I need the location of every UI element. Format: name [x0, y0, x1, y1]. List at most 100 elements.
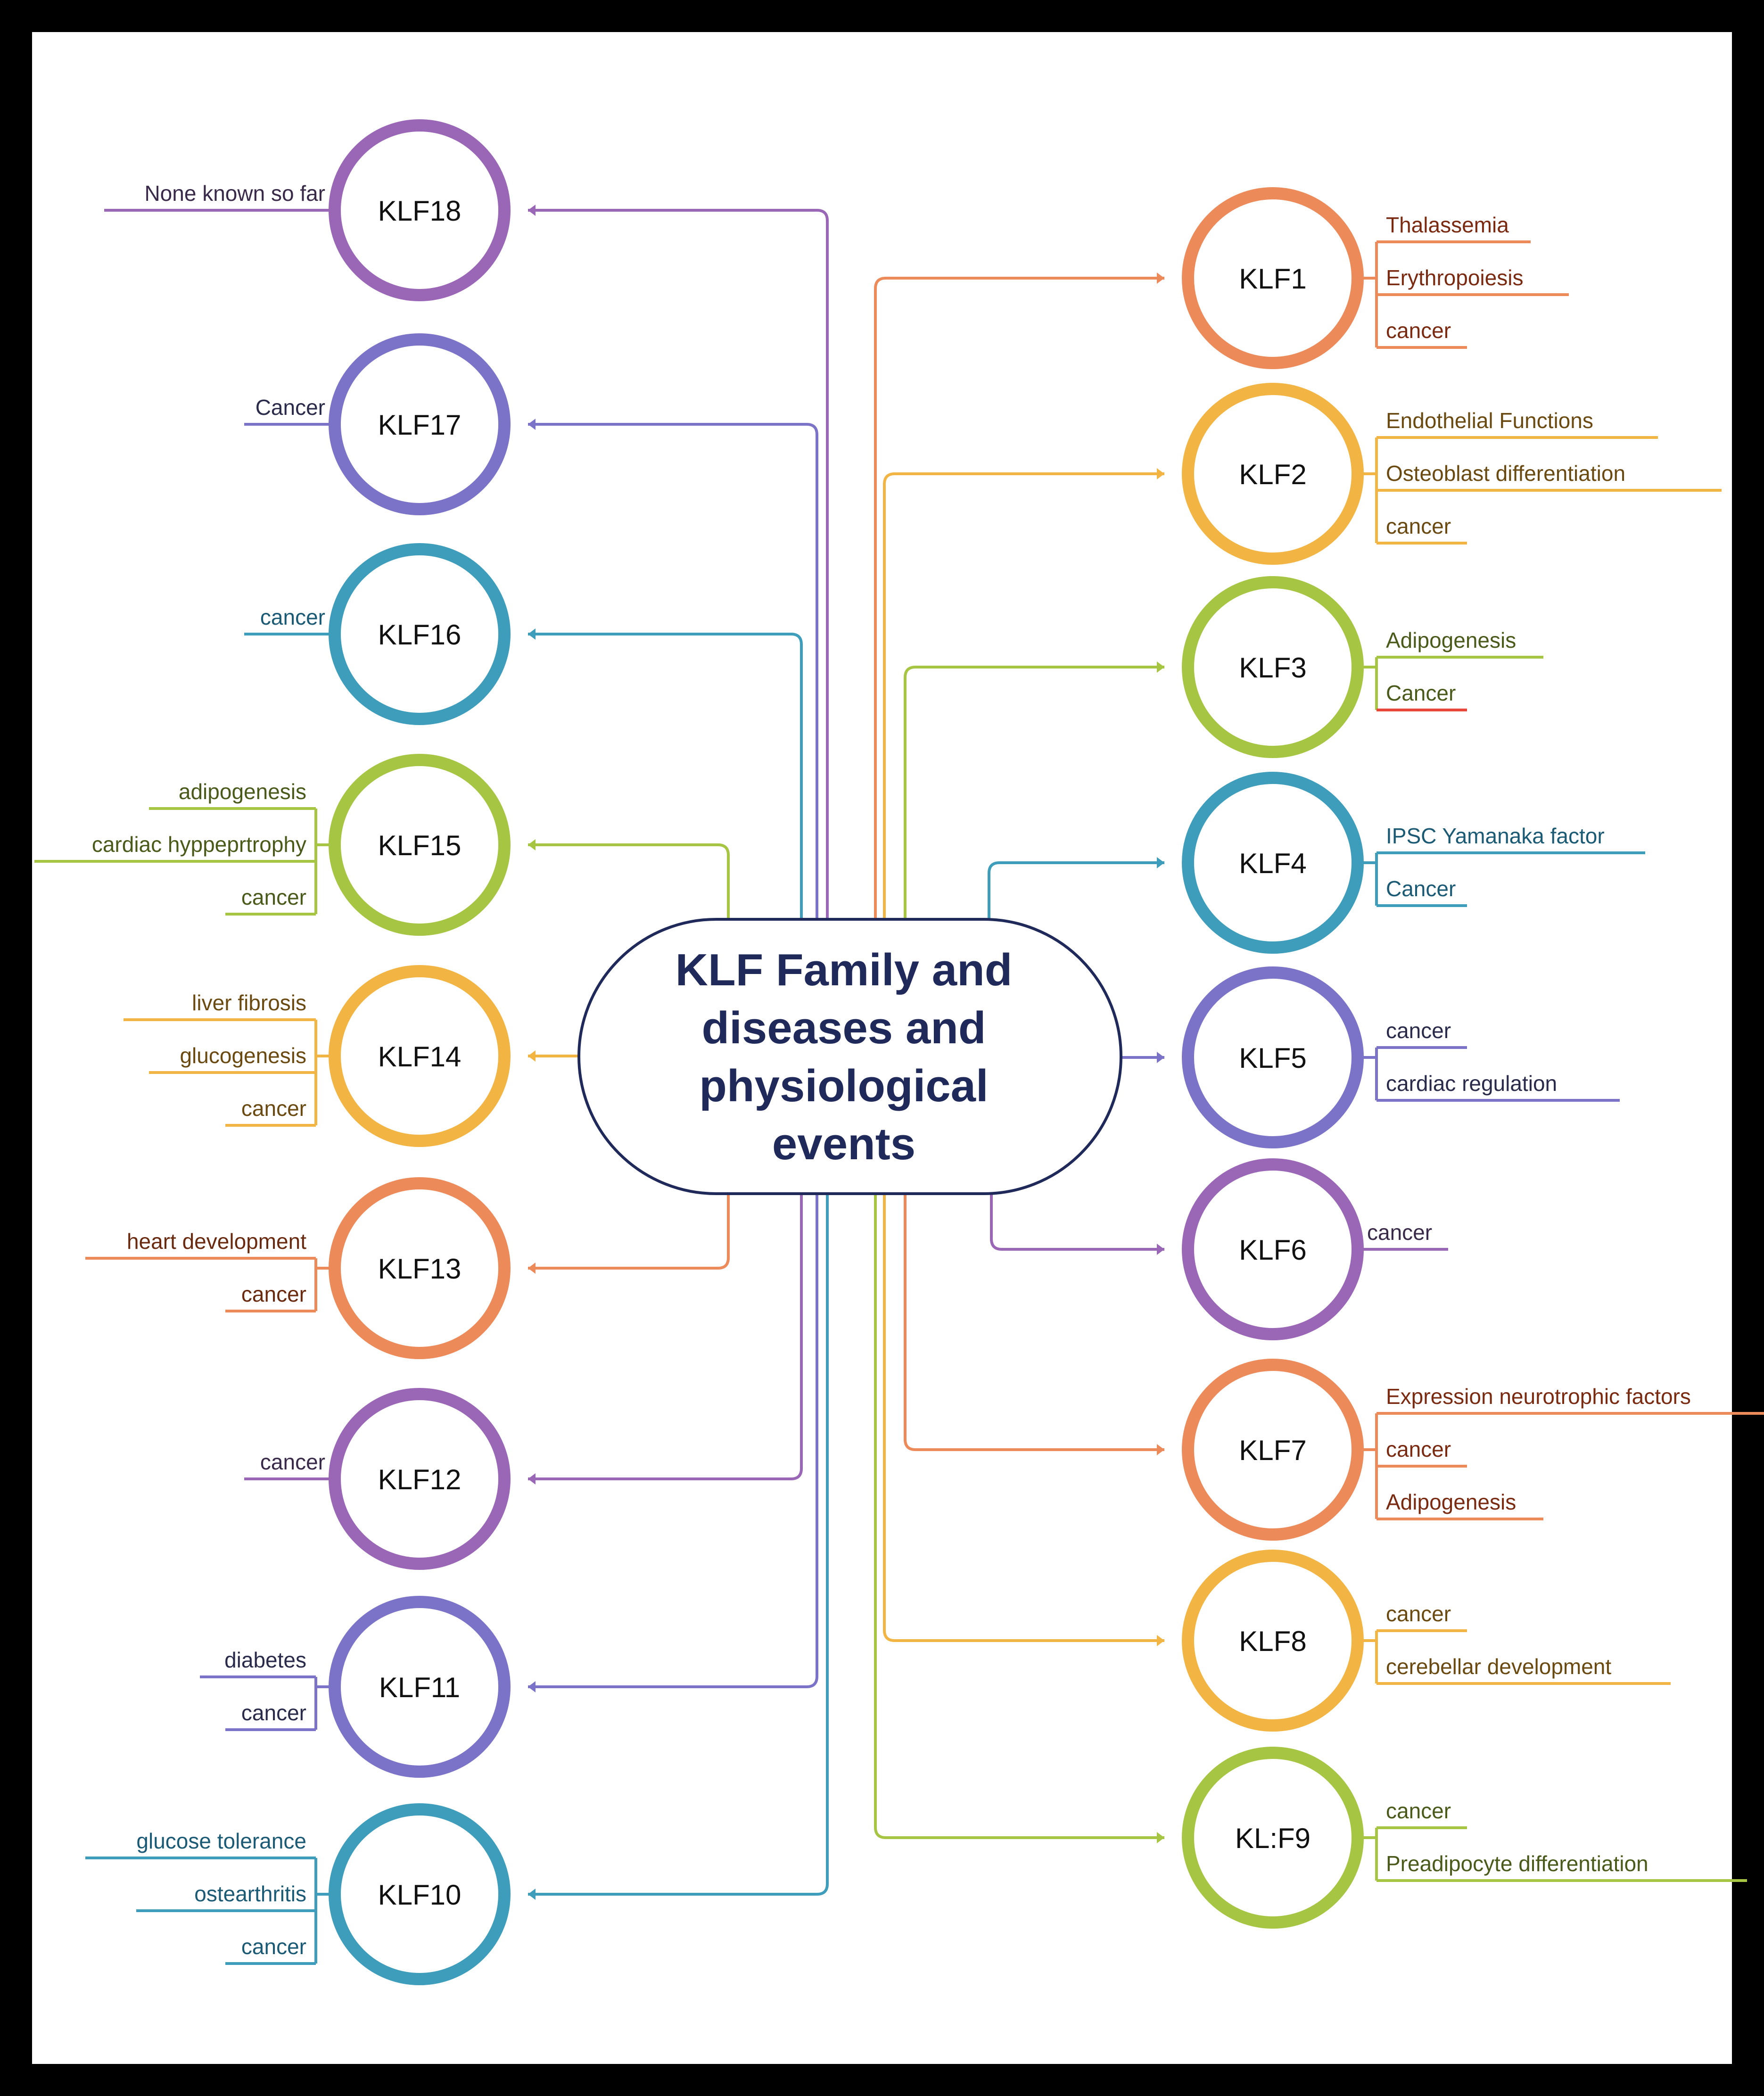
arrowhead-klf14 [528, 1050, 536, 1062]
node-label-klf13: KLF13 [378, 1253, 462, 1285]
leaf-label: cancer [1386, 318, 1451, 343]
node-label-klf17: KLF17 [378, 409, 462, 441]
leaf-label: Adipogenesis [1386, 628, 1516, 652]
leaf-label: glucogenesis [180, 1043, 306, 1068]
leaf-label: Expression neurotrophic factors [1386, 1384, 1691, 1409]
node-label-klf11: KLF11 [379, 1672, 460, 1703]
node-circle-klf10 [329, 1803, 511, 1985]
leaf-label: cancer [1386, 1601, 1451, 1626]
node-label-klf3: KLF3 [1239, 652, 1306, 684]
leaf-label: cancer [241, 1934, 306, 1959]
connector-klf3 [904, 666, 1164, 919]
connector-klf9 [874, 1194, 1164, 1839]
node-label-klf4: KLF4 [1239, 848, 1306, 879]
node-circle-klf3 [1182, 576, 1364, 758]
leaf-label: IPSC Yamanaka factor [1386, 824, 1605, 848]
connector-klf1 [874, 277, 1164, 919]
klf-nodes: KLF18 KLF17 KLF16 KLF15 KLF14 KLF13 KLF12 KLF11… [329, 119, 1364, 1985]
node-label-klf5: KLF5 [1239, 1042, 1306, 1074]
arrowhead-klf9 [1157, 1832, 1164, 1843]
node-label-klf7: KLF7 [1239, 1435, 1306, 1466]
connector-klf7 [904, 1194, 1164, 1451]
node-label-klf12: KLF12 [378, 1464, 462, 1495]
node-label-klf14: KLF14 [378, 1041, 462, 1073]
leaf-branches: None known so far Cancer cancer adipogenesi… [34, 181, 1764, 1965]
node-circle-klf17 [329, 333, 511, 515]
leaf-label: cancer [260, 605, 325, 629]
leaf-label: Cancer [1386, 876, 1456, 901]
arrowhead-klf15 [528, 839, 536, 850]
node-circle-klf1 [1182, 187, 1364, 369]
leaf-label: cardiac regulation [1386, 1071, 1557, 1096]
leaf-label: cancer [1386, 1018, 1451, 1043]
leaf-label: Cancer [256, 395, 325, 420]
leaf-label: ostearthritis [194, 1881, 306, 1906]
leaf-label: glucose tolerance [136, 1829, 306, 1853]
connector-klf13 [528, 1194, 730, 1270]
node-label-klf16: KLF16 [378, 619, 462, 651]
leaf-label: cardiac hyppeprtrophy [92, 832, 306, 857]
node-circle-klf8 [1182, 1550, 1364, 1732]
leaf-label: Preadipocyte differentiation [1386, 1851, 1649, 1876]
node-circle-klf15 [329, 754, 511, 936]
connector-klf4 [988, 861, 1164, 919]
connector-klf2 [883, 472, 1164, 919]
leaf-label: cancer [1367, 1220, 1432, 1245]
connector-klf18 [528, 209, 829, 919]
node-label-klf18: KLF18 [378, 195, 462, 227]
connector-klf11 [528, 1194, 818, 1688]
leaf-label: None known so far [144, 181, 325, 206]
node-label-klf9: KL:F9 [1235, 1823, 1311, 1854]
arrowhead-klf7 [1157, 1444, 1164, 1455]
connector-klf10 [528, 1194, 829, 1896]
leaf-label: Thalassemia [1386, 213, 1509, 237]
center-pill [577, 918, 1122, 1195]
leaf-label: diabetes [224, 1648, 306, 1672]
connector-klf15 [528, 843, 730, 919]
connector-klf8 [883, 1194, 1164, 1642]
node-circle-klf12 [329, 1388, 511, 1570]
connector-klf16 [528, 633, 803, 919]
node-circle-klf9 [1182, 1747, 1364, 1929]
leaf-label: liver fibrosis [192, 990, 306, 1015]
arrowhead-klf16 [528, 628, 536, 640]
leaf-label: cancer [241, 885, 306, 909]
leaf-label: cerebellar development [1386, 1654, 1611, 1679]
connector-klf12 [528, 1194, 803, 1480]
leaf-label: cancer [260, 1450, 325, 1474]
center-title-line-2: diseases and [702, 1003, 986, 1053]
node-circle-klf14 [329, 965, 511, 1147]
node-label-klf10: KLF10 [378, 1879, 462, 1911]
arrowhead-klf4 [1157, 857, 1164, 868]
leaf-label: Erythropoiesis [1386, 265, 1523, 290]
node-circle-klf6 [1182, 1158, 1364, 1340]
center-title-line-1: KLF Family and [676, 945, 1013, 995]
leaf-label: Endothelial Functions [1386, 408, 1593, 433]
leaf-label: cancer [241, 1700, 306, 1725]
node-circle-klf5 [1182, 966, 1364, 1148]
leaf-label: cancer [241, 1096, 306, 1121]
node-label-klf1: KLF1 [1239, 263, 1306, 295]
arrowhead-klf10 [528, 1889, 536, 1900]
connector-klf17 [528, 423, 818, 919]
arrowhead-klf1 [1157, 272, 1164, 284]
leaf-label: cancer [1386, 514, 1451, 538]
center-node: KLF Family and diseases and physiologica… [577, 918, 1122, 1195]
arrowhead-klf5 [1157, 1052, 1164, 1063]
arrowhead-klf6 [1157, 1244, 1164, 1255]
node-label-klf8: KLF8 [1239, 1626, 1306, 1657]
leaf-label: cancer [1386, 1437, 1451, 1461]
leaf-label: Cancer [1386, 681, 1456, 705]
leaf-label: Adipogenesis [1386, 1490, 1516, 1514]
center-title-line-4: events [772, 1119, 915, 1169]
node-circle-klf7 [1182, 1359, 1364, 1541]
arrowhead-klf11 [528, 1681, 536, 1692]
connector-klf6 [990, 1194, 1164, 1251]
arrowhead-klf8 [1157, 1635, 1164, 1646]
connector-lines [528, 205, 1164, 1900]
center-title-line-3: physiological [699, 1061, 988, 1111]
node-label-klf15: KLF15 [378, 830, 462, 861]
arrowhead-klf2 [1157, 468, 1164, 479]
node-label-klf6: KLF6 [1239, 1234, 1306, 1266]
